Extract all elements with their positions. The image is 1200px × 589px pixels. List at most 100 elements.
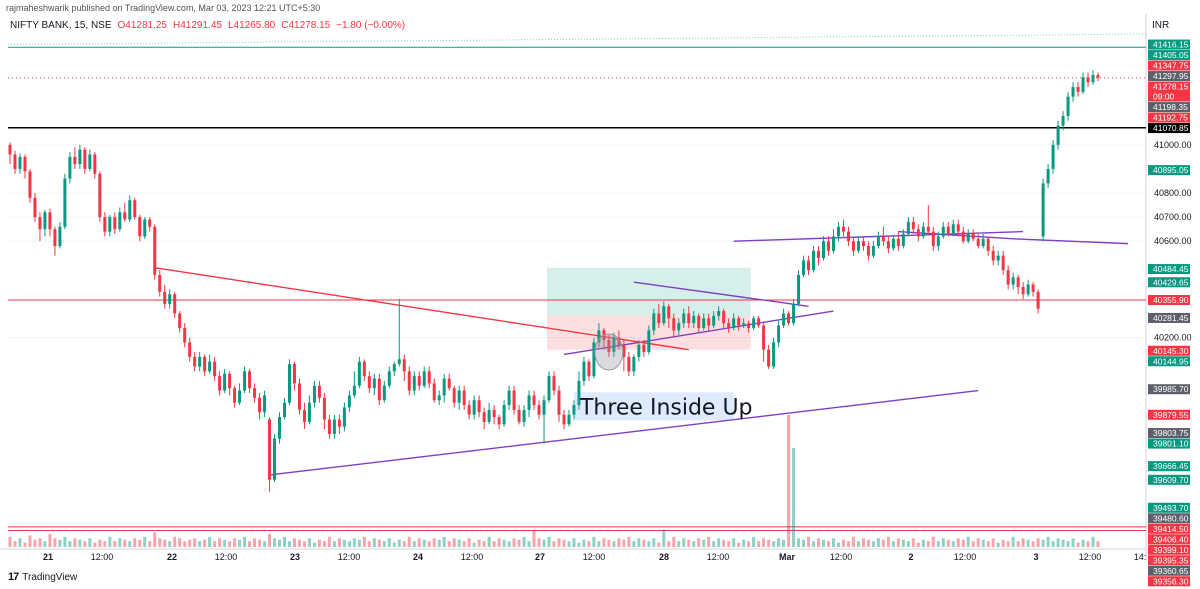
volume-bar <box>23 542 27 547</box>
time-tick-label: 12:00 <box>707 552 730 562</box>
candle <box>18 153 22 174</box>
candle-body <box>58 226 62 247</box>
volume-bar <box>173 536 177 547</box>
candle-body <box>841 226 845 232</box>
candle <box>268 417 272 492</box>
candle-body <box>682 313 686 324</box>
volume-bar <box>787 415 791 547</box>
candle <box>976 233 980 249</box>
candle <box>173 291 177 319</box>
candle <box>607 335 611 357</box>
volume-bar <box>632 541 636 547</box>
candle <box>632 354 636 377</box>
candle <box>138 214 142 242</box>
tradingview-brand[interactable]: 17 TradingView <box>8 571 77 583</box>
time-tick-label: 12:00 <box>1079 552 1102 562</box>
candle-body <box>73 156 77 165</box>
candle <box>891 236 895 251</box>
candle-body <box>537 405 541 415</box>
price-label-subtext: 09:00 <box>1153 92 1175 102</box>
candle-body <box>971 233 975 239</box>
candle-body <box>886 241 890 249</box>
candle <box>592 337 596 379</box>
candle-body <box>1056 125 1060 145</box>
volume-bar <box>911 538 915 547</box>
candle-body <box>552 376 556 391</box>
candle-body <box>896 238 900 247</box>
brand-name: TradingView <box>22 571 78 583</box>
price-label-box <box>1148 555 1190 566</box>
candle-body <box>53 229 57 247</box>
candle <box>427 366 431 389</box>
candle <box>727 318 731 333</box>
volume-bar <box>78 539 82 547</box>
candle <box>73 147 77 169</box>
volume-bar <box>1081 539 1085 547</box>
time-tick-label: 23 <box>290 552 300 562</box>
price-label-box <box>1148 576 1190 587</box>
candle <box>23 154 27 179</box>
price-label: 39879.55 <box>1148 409 1190 420</box>
candle <box>717 306 721 321</box>
volume-bar <box>327 536 331 547</box>
symbol-name[interactable]: NIFTY BANK, 15, NSE <box>10 20 112 31</box>
candle-body <box>412 376 416 391</box>
candle-body <box>462 390 466 406</box>
price-label-text: 40484.45 <box>1153 264 1189 274</box>
candle-body <box>991 250 995 261</box>
candle <box>1036 289 1040 314</box>
volume-bar <box>342 539 346 547</box>
candle-body <box>926 226 930 232</box>
candle-body <box>148 219 152 227</box>
candle <box>462 385 466 410</box>
annotation-layer: Three Inside Up <box>573 333 753 421</box>
time-tick-label: Mar <box>779 552 796 562</box>
candle-body <box>497 417 501 425</box>
candle-body <box>662 306 666 324</box>
candle-body <box>23 156 27 172</box>
candle-body <box>68 156 72 179</box>
candle <box>1061 111 1065 131</box>
volume-bar <box>357 539 361 547</box>
candle <box>63 173 67 230</box>
candle <box>846 226 850 247</box>
volume-bar <box>532 531 536 547</box>
volume-bar <box>18 538 22 547</box>
candle <box>826 236 830 256</box>
time-tick-label: 12:00 <box>954 552 977 562</box>
candle <box>742 318 746 328</box>
candle <box>58 221 62 249</box>
volume-bar <box>991 538 995 547</box>
candle <box>672 313 676 338</box>
candle <box>78 144 82 169</box>
candle <box>512 385 516 415</box>
price-label-text: 41198.35 <box>1153 102 1188 112</box>
candle-body <box>562 414 566 425</box>
candle <box>1066 91 1070 121</box>
candle <box>797 270 801 307</box>
candle <box>856 236 860 254</box>
volume-bar <box>552 541 556 547</box>
volume-bar <box>1076 542 1080 547</box>
candle-body <box>986 238 990 251</box>
volume-bar <box>168 541 172 547</box>
candle-body <box>263 395 267 413</box>
candle-body <box>173 294 177 314</box>
volume-bar <box>457 539 461 547</box>
candle-body <box>737 318 741 326</box>
time-tick-label: 12:00 <box>583 552 606 562</box>
candle-body <box>1026 284 1030 295</box>
candle-body <box>1021 286 1025 295</box>
candle <box>412 371 416 396</box>
candle <box>502 400 506 427</box>
volume-bar <box>98 539 102 547</box>
volume-bar <box>83 541 87 547</box>
candle <box>33 193 37 222</box>
volume-bar <box>542 539 546 547</box>
candle-body <box>782 313 786 326</box>
candle <box>28 168 32 203</box>
candle-body <box>1001 255 1005 271</box>
price-label: 40144.95 <box>1148 356 1190 367</box>
volume-bar <box>797 538 801 547</box>
